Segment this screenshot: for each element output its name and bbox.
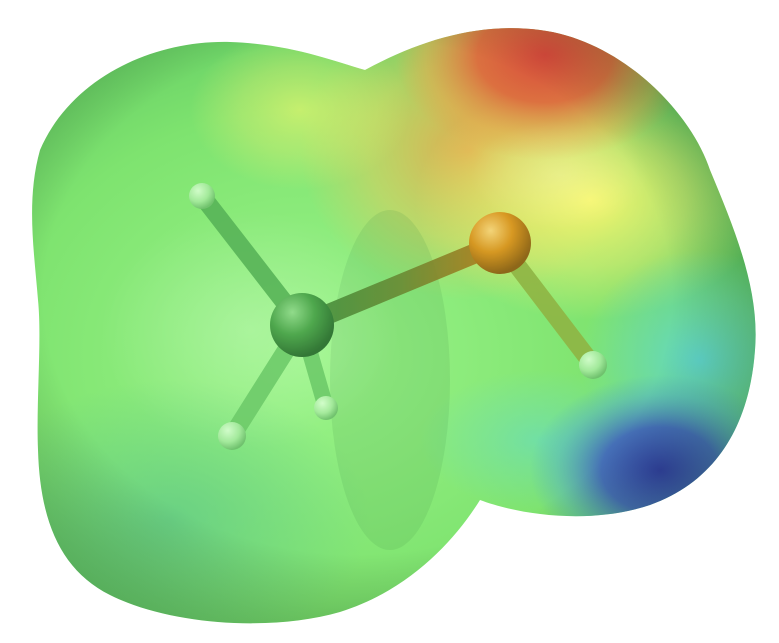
hydrogen-atom-2 [218,422,246,450]
bond-c-s [292,233,510,335]
sulfur-atom [469,212,531,274]
carbon-atom [270,293,334,357]
hydrogen-atom-1 [189,183,215,209]
atoms [189,183,607,450]
ball-and-stick-model [189,183,607,450]
hydrogen-atom-4 [579,351,607,379]
hydrogen-atom-3 [314,396,338,420]
